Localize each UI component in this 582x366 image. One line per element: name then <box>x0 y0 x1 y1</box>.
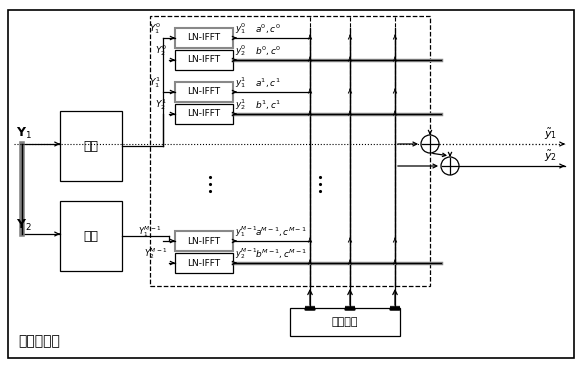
Bar <box>175 50 233 70</box>
Text: $a^1,c^1$: $a^1,c^1$ <box>255 76 281 90</box>
Bar <box>175 231 233 251</box>
Polygon shape <box>307 306 309 310</box>
Text: LN-IFFT: LN-IFFT <box>187 109 221 119</box>
Text: 分组: 分组 <box>83 139 98 153</box>
Polygon shape <box>353 306 355 310</box>
Text: $y_2^{M-1}$: $y_2^{M-1}$ <box>235 246 258 261</box>
Circle shape <box>441 157 459 175</box>
Bar <box>175 253 233 273</box>
Text: $a^{M-1},c^{M-1}$: $a^{M-1},c^{M-1}$ <box>255 225 307 239</box>
Text: $y_1^1$: $y_1^1$ <box>235 75 246 90</box>
Bar <box>175 104 233 124</box>
Text: $Y_2^1$: $Y_2^1$ <box>155 97 167 112</box>
Text: $\mathbf{Y}_2$: $\mathbf{Y}_2$ <box>16 218 32 233</box>
Text: 分组: 分组 <box>83 229 98 243</box>
Bar <box>60 201 122 271</box>
Text: $Y_1^0$: $Y_1^0$ <box>149 21 161 36</box>
Polygon shape <box>396 306 398 310</box>
Text: $y_1^0$: $y_1^0$ <box>235 21 247 36</box>
Polygon shape <box>305 306 307 310</box>
Text: 多序列组合: 多序列组合 <box>18 334 60 348</box>
Text: $\tilde{y}_1$: $\tilde{y}_1$ <box>544 127 557 142</box>
Polygon shape <box>390 306 392 310</box>
Text: $\mathbf{Y}_1$: $\mathbf{Y}_1$ <box>16 126 32 141</box>
Text: $Y_2^0$: $Y_2^0$ <box>155 43 167 58</box>
Text: $Y_1^{M-1}$: $Y_1^{M-1}$ <box>138 224 161 239</box>
Text: $Y_1^1$: $Y_1^1$ <box>150 75 161 90</box>
Text: $y_2^1$: $y_2^1$ <box>235 97 246 112</box>
Text: $b^{M-1},c^{M-1}$: $b^{M-1},c^{M-1}$ <box>255 248 307 261</box>
Polygon shape <box>349 306 351 310</box>
Text: LN-IFFT: LN-IFFT <box>187 258 221 268</box>
Polygon shape <box>392 306 394 310</box>
Polygon shape <box>311 306 313 310</box>
Bar <box>175 82 233 102</box>
Text: LN-IFFT: LN-IFFT <box>187 34 221 42</box>
Text: 系数优化: 系数优化 <box>332 317 359 327</box>
Circle shape <box>421 135 439 153</box>
Polygon shape <box>351 306 353 310</box>
Bar <box>150 16 430 286</box>
Text: $y_2^0$: $y_2^0$ <box>235 43 247 58</box>
Polygon shape <box>347 306 349 310</box>
Text: $Y_2^{M-1}$: $Y_2^{M-1}$ <box>144 246 167 261</box>
Polygon shape <box>398 306 400 310</box>
Polygon shape <box>345 306 347 310</box>
Text: LN-IFFT: LN-IFFT <box>187 87 221 97</box>
Text: $b^1,c^1$: $b^1,c^1$ <box>255 98 281 112</box>
Text: LN-IFFT: LN-IFFT <box>187 56 221 64</box>
Text: LN-IFFT: LN-IFFT <box>187 236 221 246</box>
Text: $\tilde{y}_2$: $\tilde{y}_2$ <box>544 149 557 164</box>
Polygon shape <box>394 306 396 310</box>
Text: $y_1^{M-1}$: $y_1^{M-1}$ <box>235 224 258 239</box>
Text: $b^0,c^0$: $b^0,c^0$ <box>255 45 281 58</box>
Bar <box>175 28 233 48</box>
Bar <box>290 308 400 336</box>
Bar <box>60 111 122 181</box>
Polygon shape <box>309 306 311 310</box>
Text: $a^0,c^0$: $a^0,c^0$ <box>255 23 281 36</box>
Polygon shape <box>313 306 315 310</box>
